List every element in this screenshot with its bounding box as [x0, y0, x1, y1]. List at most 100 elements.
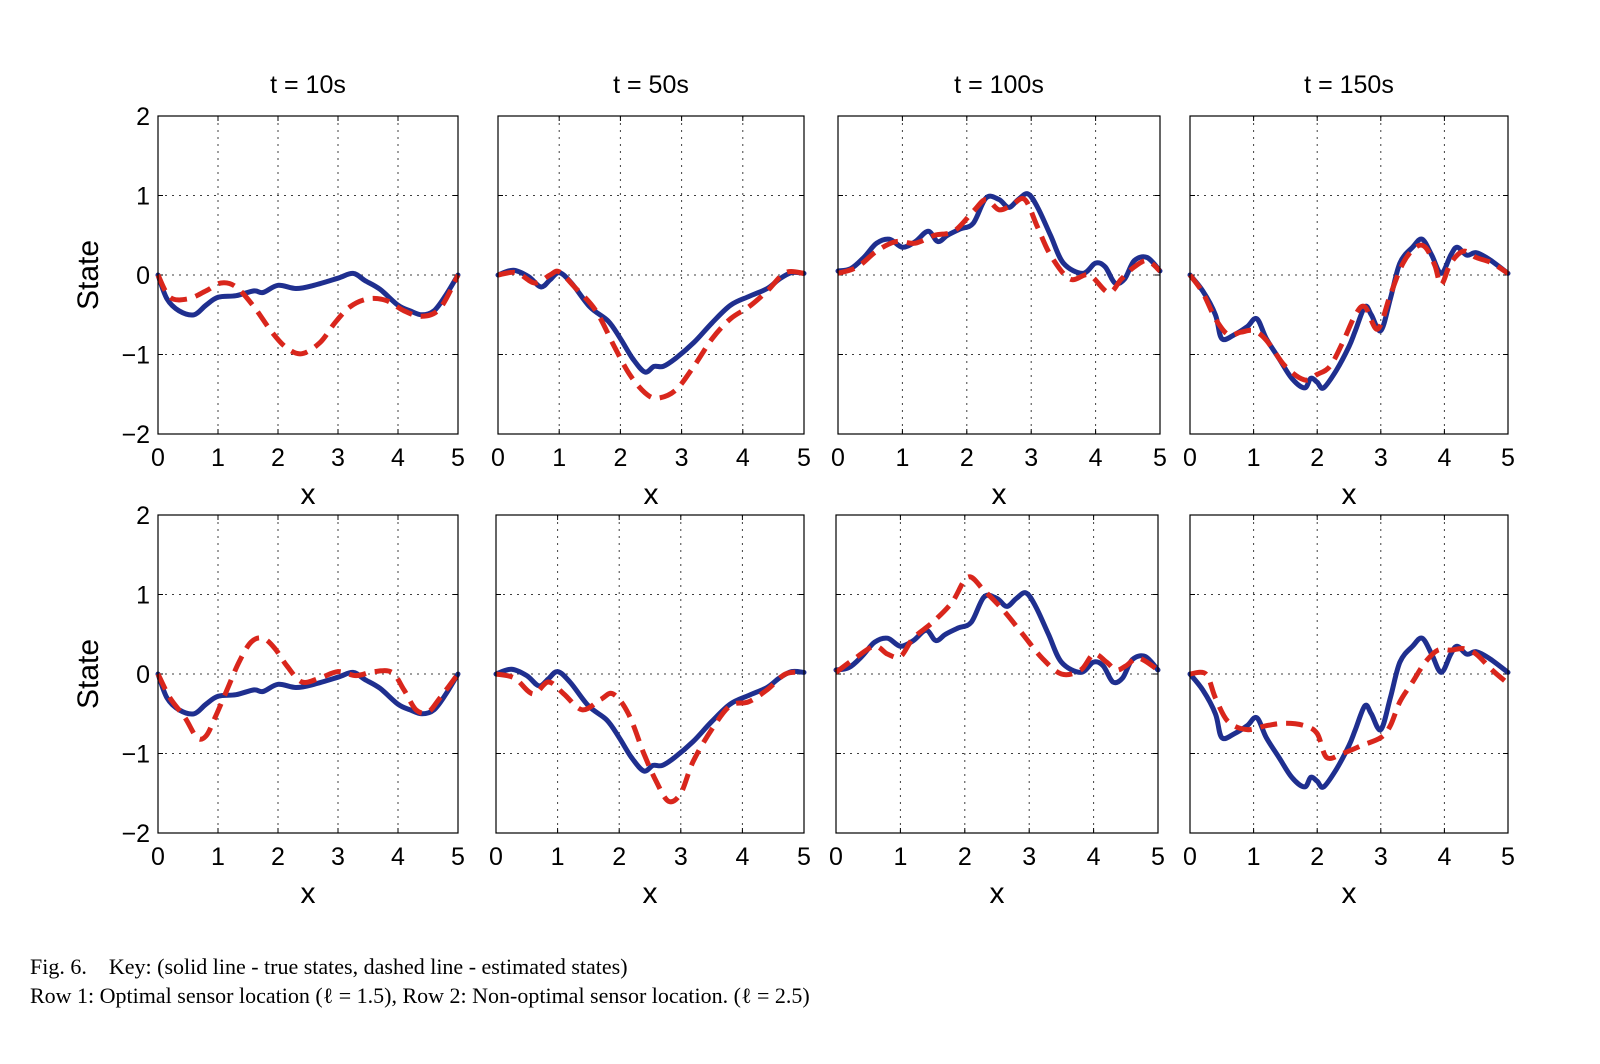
- series-line-estimated-state: [1189, 645, 1510, 762]
- y-tick-label: −2: [121, 421, 150, 449]
- x-tick-label: 1: [551, 843, 565, 871]
- x-tick-label: 1: [552, 444, 566, 472]
- x-tick-label: 1: [211, 843, 225, 871]
- x-tick-label: 2: [1310, 444, 1324, 472]
- y-tick-label: 0: [136, 262, 150, 290]
- x-tick-label: 3: [331, 444, 345, 472]
- x-axis-label: x: [301, 478, 316, 511]
- x-tick-label: 2: [271, 843, 285, 871]
- x-tick-label: 2: [613, 444, 627, 472]
- subplot-3: 0 1 2 3 4 5 x t = 100s: [831, 71, 1167, 511]
- x-tick-label: 1: [1247, 444, 1261, 472]
- subplot-title: t = 100s: [954, 71, 1044, 99]
- series-line-true-state: [1187, 635, 1511, 790]
- y-tick-label: −2: [121, 820, 150, 848]
- y-axis-label: State: [72, 240, 105, 310]
- x-tick-label: 4: [391, 843, 405, 871]
- caption-line-2: Row 1: Optimal sensor location (ℓ = 1.5)…: [30, 983, 810, 1008]
- x-tick-label: 3: [331, 843, 345, 871]
- x-tick-label: 0: [1183, 444, 1197, 472]
- y-tick-label: −1: [121, 741, 150, 769]
- series-line-estimated-state: [834, 574, 1160, 678]
- x-axis-label: x: [643, 877, 658, 910]
- caption-line-1: Fig. 6. Key: (solid line - true states, …: [30, 954, 628, 979]
- x-tick-label: 1: [211, 444, 225, 472]
- plot-frame: [497, 115, 805, 435]
- series-line-estimated-state: [155, 273, 461, 357]
- series-line-true-state: [495, 267, 807, 375]
- x-tick-label: 4: [1437, 444, 1451, 472]
- x-tick-label: 5: [1501, 843, 1515, 871]
- plot-frame: [1189, 514, 1509, 834]
- series-line-estimated-state: [1187, 242, 1510, 383]
- x-tick-label: 0: [151, 843, 165, 871]
- x-tick-label: 5: [451, 444, 465, 472]
- x-tick-label: 0: [831, 444, 845, 472]
- x-axis-label: x: [644, 478, 659, 511]
- x-axis-label: x: [992, 478, 1007, 511]
- x-tick-label: 0: [491, 444, 505, 472]
- x-tick-label: 2: [958, 843, 972, 871]
- series-line-true-state: [1187, 236, 1511, 391]
- x-axis-label: x: [1342, 478, 1357, 511]
- x-tick-label: 5: [1151, 843, 1165, 871]
- subplot-8: 0 1 2 3 4 5 x: [1183, 514, 1515, 910]
- x-tick-label: 2: [1310, 843, 1324, 871]
- series-line-true-state: [155, 270, 461, 318]
- y-tick-label: 1: [136, 183, 150, 211]
- subplot-7: 0 1 2 3 4 5 x: [829, 514, 1165, 910]
- x-axis-label: x: [301, 877, 316, 910]
- series-line-estimated-state: [155, 635, 461, 742]
- x-tick-label: 1: [893, 843, 907, 871]
- y-tick-label: 1: [136, 582, 150, 610]
- subplot-title: t = 10s: [270, 71, 346, 99]
- plot-frame: [1189, 115, 1509, 435]
- x-tick-label: 3: [1374, 444, 1388, 472]
- x-tick-label: 1: [1247, 843, 1261, 871]
- x-tick-label: 3: [674, 843, 688, 871]
- x-tick-label: 5: [1501, 444, 1515, 472]
- series-line-estimated-state: [837, 196, 1162, 295]
- x-tick-label: 2: [612, 843, 626, 871]
- series-line-true-state: [833, 590, 1161, 686]
- subplot-6: 0 1 2 3 4 5 x: [489, 514, 811, 910]
- x-tick-label: 2: [960, 444, 974, 472]
- x-tick-label: 4: [735, 843, 749, 871]
- x-tick-label: 5: [797, 843, 811, 871]
- x-tick-label: 4: [1089, 444, 1103, 472]
- x-tick-label: 4: [1437, 843, 1451, 871]
- subplot-title: t = 50s: [613, 71, 689, 99]
- series-line-estimated-state: [495, 669, 805, 805]
- x-tick-label: 5: [797, 444, 811, 472]
- plot-frame: [835, 514, 1159, 834]
- plot-frame: [157, 115, 459, 435]
- x-tick-label: 3: [1374, 843, 1388, 871]
- y-tick-label: 2: [136, 103, 150, 131]
- x-tick-label: 0: [1183, 843, 1197, 871]
- x-tick-label: 0: [829, 843, 843, 871]
- y-axis-label: State: [72, 639, 105, 709]
- x-tick-label: 3: [675, 444, 689, 472]
- subplot-4: 0 1 2 3 4 5 x t = 150s: [1183, 71, 1515, 511]
- x-tick-label: 1: [895, 444, 909, 472]
- plot-frame: [837, 115, 1161, 435]
- subplot-5: 0 1 2 3 4 5 2 1 0 −1 −2 x State: [72, 502, 465, 910]
- plot-frame: [157, 514, 459, 834]
- x-tick-label: 0: [151, 444, 165, 472]
- x-tick-label: 2: [271, 444, 285, 472]
- plot-frame: [495, 514, 805, 834]
- x-tick-label: 0: [489, 843, 503, 871]
- subplot-2: 0 1 2 3 4 5 x t = 50s: [491, 71, 811, 511]
- x-tick-label: 4: [1087, 843, 1101, 871]
- x-tick-label: 5: [451, 843, 465, 871]
- subplot-1: 0 1 2 3 4 5 2 1 0 −1 −2 x State t = 10s: [72, 71, 465, 511]
- x-tick-label: 4: [736, 444, 750, 472]
- x-tick-label: 3: [1024, 444, 1038, 472]
- x-axis-label: x: [990, 877, 1005, 910]
- subplot-title: t = 150s: [1304, 71, 1394, 99]
- figure-caption: Fig. 6. Key: (solid line - true states, …: [30, 952, 1530, 1010]
- y-tick-label: 2: [136, 502, 150, 530]
- x-tick-label: 4: [391, 444, 405, 472]
- x-tick-label: 5: [1153, 444, 1167, 472]
